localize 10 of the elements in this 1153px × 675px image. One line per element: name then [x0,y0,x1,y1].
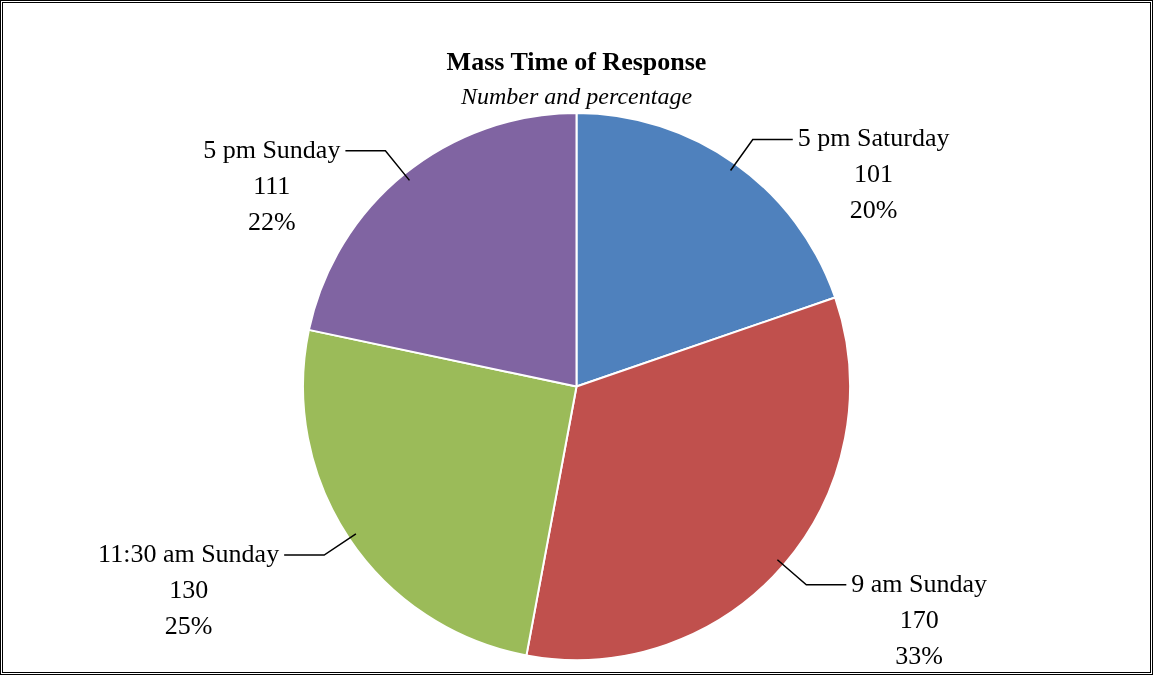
slice-label: 5 pm Sunday [203,134,341,164]
data-label: 111 22% [247,170,296,236]
chart-subtitle: Number and percentage [459,82,693,109]
slice-label: 11:30 am Sunday [98,538,280,568]
chart-title: Mass Time of Response [446,47,707,77]
data-label: 170 33% [895,604,944,670]
slice-label: 5 pm Saturday [797,123,950,153]
data-label: 101 20% [849,159,898,225]
data-label: 130 25% [164,574,213,640]
slice-label: 9 am Sunday [851,568,988,598]
